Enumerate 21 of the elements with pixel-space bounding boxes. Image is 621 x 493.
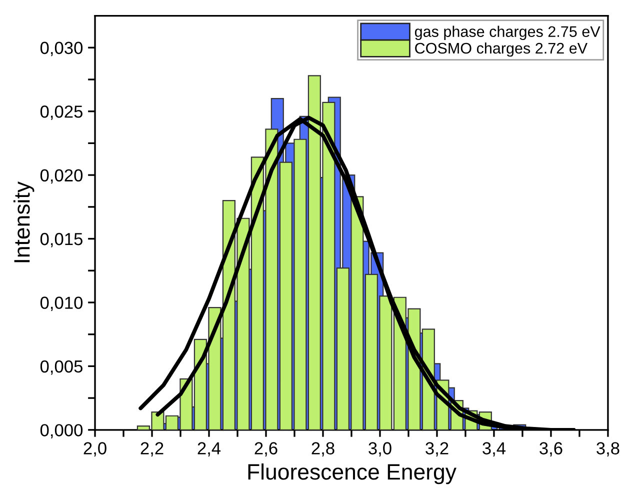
y-axis-title: Intensity bbox=[13, 181, 34, 262]
x-tick-label: 3,2 bbox=[426, 442, 448, 457]
x-tick-label: 3,8 bbox=[596, 442, 620, 457]
y-tick-label: 0,010 bbox=[40, 296, 83, 311]
y-tick-label: 0,020 bbox=[40, 169, 83, 184]
y-tick-label: 0,025 bbox=[40, 106, 82, 120]
x-tick-label: 3,6 bbox=[540, 442, 562, 457]
x-tick-label: 2,0 bbox=[84, 442, 106, 457]
y-tick-label: 0,000 bbox=[40, 424, 83, 438]
legend-label: gas phase charges 2.75 eV bbox=[414, 26, 600, 40]
y-tick-label: 0,030 bbox=[40, 42, 83, 56]
x-tick-label: 3,4 bbox=[482, 442, 506, 457]
legend-label: COSMO charges 2.72 eV bbox=[415, 42, 588, 57]
y-tick-label: 0,015 bbox=[40, 232, 82, 248]
y-tick-label: 0,005 bbox=[40, 360, 82, 375]
x-tick-label: 2,2 bbox=[140, 442, 164, 457]
x-tick-label: 2,4 bbox=[198, 442, 221, 457]
x-tick-label: 2,8 bbox=[312, 442, 334, 457]
x-tick-label: 2,6 bbox=[254, 442, 278, 457]
x-tick-label: 3,0 bbox=[368, 442, 392, 457]
x-axis-title: Fluorescence Energy bbox=[248, 463, 456, 484]
